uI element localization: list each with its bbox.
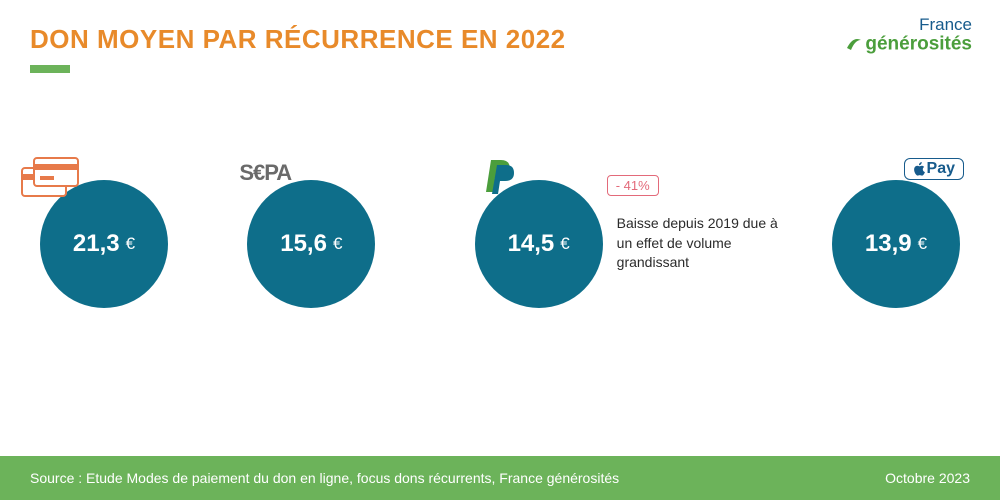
bubble-row: 21,3 € S€PA 15,6 € - 41% Baisse depuis 2…: [0, 180, 1000, 308]
apple-logo-icon: [913, 162, 925, 176]
currency: €: [918, 234, 927, 254]
header: DON MOYEN PAR RÉCURRENCE EN 2022: [30, 24, 566, 73]
brand-logo-line1: France: [845, 16, 972, 34]
currency: €: [333, 234, 342, 254]
change-badge: - 41%: [607, 175, 659, 196]
page-title: DON MOYEN PAR RÉCURRENCE EN 2022: [30, 24, 566, 55]
footer-bar: Source : Etude Modes de paiement du don …: [0, 456, 1000, 500]
currency: €: [126, 234, 135, 254]
credit-card-icon: [20, 156, 80, 200]
value-sepa: 15,6: [280, 230, 327, 258]
apple-pay-icon: Pay: [904, 158, 964, 180]
brand-swoosh-icon: [845, 34, 863, 57]
value-applepay: 13,9: [865, 230, 912, 258]
sepa-icon: S€PA: [239, 160, 291, 186]
item-sepa: S€PA 15,6 €: [247, 180, 375, 308]
item-paypal: - 41% Baisse depuis 2019 due à un effet …: [475, 180, 603, 308]
item-applepay: Pay 13,9 €: [832, 180, 960, 308]
bubble-applepay: 13,9 €: [832, 180, 960, 308]
paypal-icon: [485, 158, 519, 201]
value-card: 21,3: [73, 230, 120, 258]
brand-logo-line2: générosités: [865, 33, 972, 54]
paypal-note: Baisse depuis 2019 due à un effet de vol…: [617, 214, 797, 273]
title-underline: [30, 65, 70, 73]
currency: €: [560, 234, 569, 254]
apple-pay-text: Pay: [927, 160, 955, 178]
brand-logo: France générosités: [845, 16, 972, 57]
value-paypal: 14,5: [508, 230, 555, 258]
item-card: 21,3 €: [40, 180, 168, 308]
bubble-sepa: 15,6 €: [247, 180, 375, 308]
footer-date: Octobre 2023: [885, 470, 970, 486]
footer-source: Source : Etude Modes de paiement du don …: [30, 470, 619, 486]
